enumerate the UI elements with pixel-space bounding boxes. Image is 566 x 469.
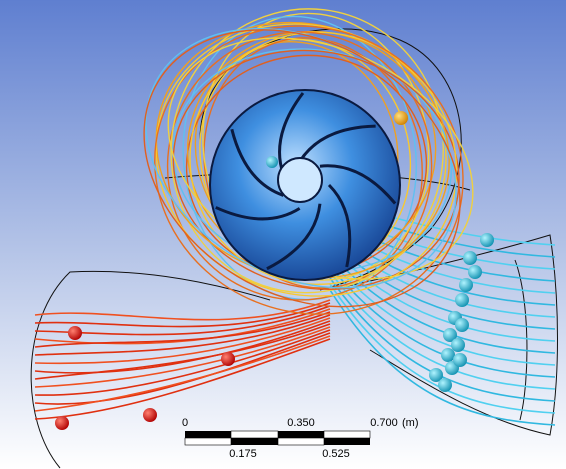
scale-seg bbox=[231, 438, 278, 445]
particle bbox=[455, 318, 469, 332]
particle bbox=[68, 326, 82, 340]
scale-seg bbox=[324, 431, 370, 438]
cfd-view: 0 0.350 0.700 (m) 0.175 0.525 bbox=[0, 0, 566, 469]
scale-label: 0.175 bbox=[229, 448, 257, 460]
particle bbox=[394, 111, 408, 125]
scale-seg bbox=[278, 438, 324, 445]
scale-label: 0 bbox=[182, 417, 188, 429]
particle bbox=[451, 338, 465, 352]
particle bbox=[468, 265, 482, 279]
particle bbox=[438, 378, 452, 392]
particle bbox=[463, 251, 477, 265]
scale-seg bbox=[185, 438, 231, 445]
scale-seg bbox=[231, 431, 278, 438]
scale-label: 0.700 bbox=[370, 417, 398, 429]
particle bbox=[143, 408, 157, 422]
scale-label: 0.525 bbox=[322, 448, 350, 460]
particle bbox=[453, 353, 467, 367]
particle bbox=[459, 278, 473, 292]
scale-label: 0.350 bbox=[287, 417, 315, 429]
particle bbox=[221, 352, 235, 366]
particle bbox=[441, 348, 455, 362]
particle bbox=[55, 416, 69, 430]
scale-seg bbox=[185, 431, 231, 438]
particle bbox=[455, 293, 469, 307]
scale-unit: (m) bbox=[402, 417, 419, 429]
particle bbox=[266, 156, 278, 168]
particle bbox=[480, 233, 494, 247]
hub bbox=[278, 158, 322, 202]
scale-seg bbox=[278, 431, 324, 438]
scale-seg bbox=[324, 438, 370, 445]
impeller bbox=[210, 90, 400, 280]
